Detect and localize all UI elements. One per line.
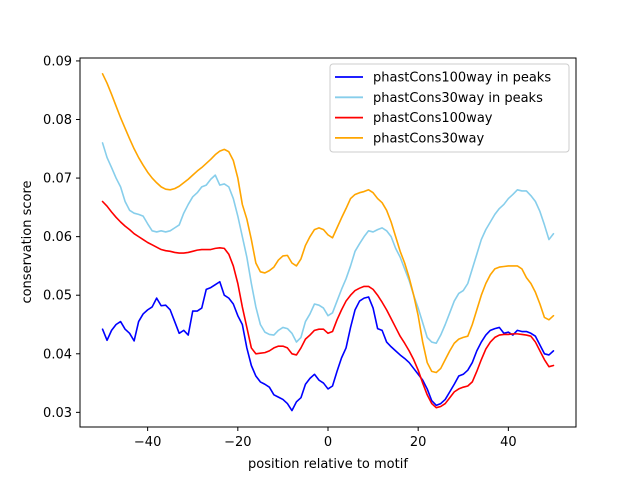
y-tick-label: 0.09 xyxy=(43,54,72,69)
legend-items: phastCons100way in peaks phastCons30way i… xyxy=(335,71,551,146)
y-tick-label: 0.04 xyxy=(43,347,72,362)
y-tick-label: 0.08 xyxy=(43,113,72,128)
y-tick-label: 0.03 xyxy=(43,406,72,421)
series-layer xyxy=(101,73,555,412)
legend-label-1: phastCons30way in peaks xyxy=(373,91,543,106)
y-tick-label: 0.05 xyxy=(43,289,72,304)
y-axis-ticks: 0.03 0.04 0.05 0.06 0.07 0.08 0.09 xyxy=(43,54,80,421)
y-axis-label: conservation score xyxy=(20,180,35,303)
series-line-2 xyxy=(101,200,555,409)
legend-label-2: phastCons100way xyxy=(373,111,493,126)
series-line-0 xyxy=(101,280,555,412)
legend-box xyxy=(329,63,570,153)
x-tick-label: 0 xyxy=(324,435,332,450)
legend-label-0: phastCons100way in peaks xyxy=(373,71,551,86)
x-axis-ticks: −40 −20 0 20 40 xyxy=(134,427,517,450)
series-line-3 xyxy=(101,73,555,374)
series-line-1 xyxy=(101,142,555,345)
y-tick-label: 0.07 xyxy=(43,172,72,187)
legend: phastCons100way in peaks phastCons30way i… xyxy=(329,63,570,153)
x-tick-label: −20 xyxy=(224,435,251,450)
legend-label-3: phastCons30way xyxy=(373,131,485,146)
x-axis-label: position relative to motif xyxy=(248,457,408,472)
x-tick-label: 40 xyxy=(500,435,517,450)
x-tick-label: 20 xyxy=(410,435,427,450)
x-tick-label: −40 xyxy=(134,435,161,450)
plot-area: −40 −20 0 20 40 0.03 0.04 0.05 0.06 0.07 0.08 0.09 xyxy=(43,54,577,450)
y-tick-label: 0.06 xyxy=(43,230,72,245)
